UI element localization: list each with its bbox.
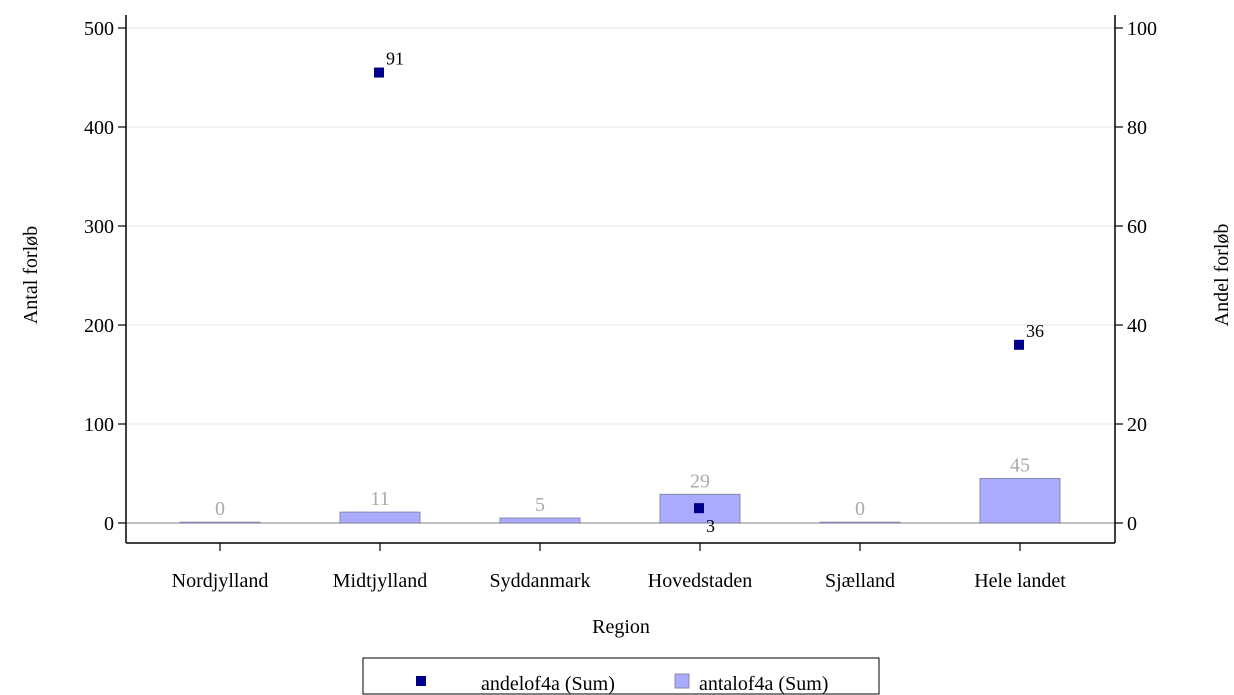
legend-label-andel: andelof4a (Sum) xyxy=(481,673,615,695)
bar xyxy=(339,511,421,524)
right-tick-label: 60 xyxy=(1127,216,1147,238)
right-tick-label: 80 xyxy=(1127,117,1147,139)
point-value-label: 91 xyxy=(386,49,404,69)
x-tick-label: Syddanmark xyxy=(489,570,590,592)
bar-value-label: 45 xyxy=(1010,454,1030,476)
bar xyxy=(179,521,261,524)
bar-series: 0 11 5 29 0 45 xyxy=(179,454,1061,524)
bar xyxy=(659,493,741,524)
right-tick-label: 20 xyxy=(1127,414,1147,436)
point-value-label: 3 xyxy=(706,516,715,536)
legend-marker-antal xyxy=(674,673,690,689)
legend-box xyxy=(362,657,880,695)
x-tick-label: Midtjylland xyxy=(333,570,427,592)
point-value-label: 36 xyxy=(1026,321,1044,341)
y-axis-title-right: Andel forløb xyxy=(1211,224,1233,327)
bar-value-label: 29 xyxy=(690,470,710,492)
left-tick-label: 400 xyxy=(84,117,114,139)
legend: andelof4a (Sum) antalof4a (Sum) xyxy=(362,657,880,695)
gridlines xyxy=(126,27,1115,524)
bar xyxy=(819,521,901,524)
point xyxy=(694,503,704,514)
bar-value-label: 11 xyxy=(370,488,389,510)
bar-value-label: 5 xyxy=(535,494,545,516)
bar-value-label: 0 xyxy=(215,498,225,520)
bar xyxy=(979,477,1061,524)
right-tick-label: 40 xyxy=(1127,315,1147,337)
x-tick-label: Nordjylland xyxy=(172,570,269,592)
x-tick-label: Hele landet xyxy=(974,570,1066,592)
legend-marker-andel xyxy=(416,676,426,686)
bar xyxy=(499,517,581,524)
left-tick-label: 300 xyxy=(84,216,114,238)
left-tick-label: 0 xyxy=(104,513,114,535)
point xyxy=(1014,339,1024,350)
x-axis-title: Region xyxy=(592,616,650,638)
y-axis-title-left: Antal forløb xyxy=(20,226,42,324)
x-tick-label: Hovedstaden xyxy=(648,570,752,592)
right-tick-label: 0 xyxy=(1127,513,1137,535)
left-tick-label: 200 xyxy=(84,315,114,337)
x-tick-label: Sjælland xyxy=(825,570,895,592)
bar-value-label: 0 xyxy=(855,498,865,520)
point-series: 91 3 36 xyxy=(374,49,1044,536)
left-tick-label: 100 xyxy=(84,414,114,436)
right-tick-label: 100 xyxy=(1127,18,1157,40)
left-tick-label: 500 xyxy=(84,18,114,40)
legend-label-antal: antalof4a (Sum) xyxy=(699,673,828,695)
point xyxy=(374,67,384,78)
